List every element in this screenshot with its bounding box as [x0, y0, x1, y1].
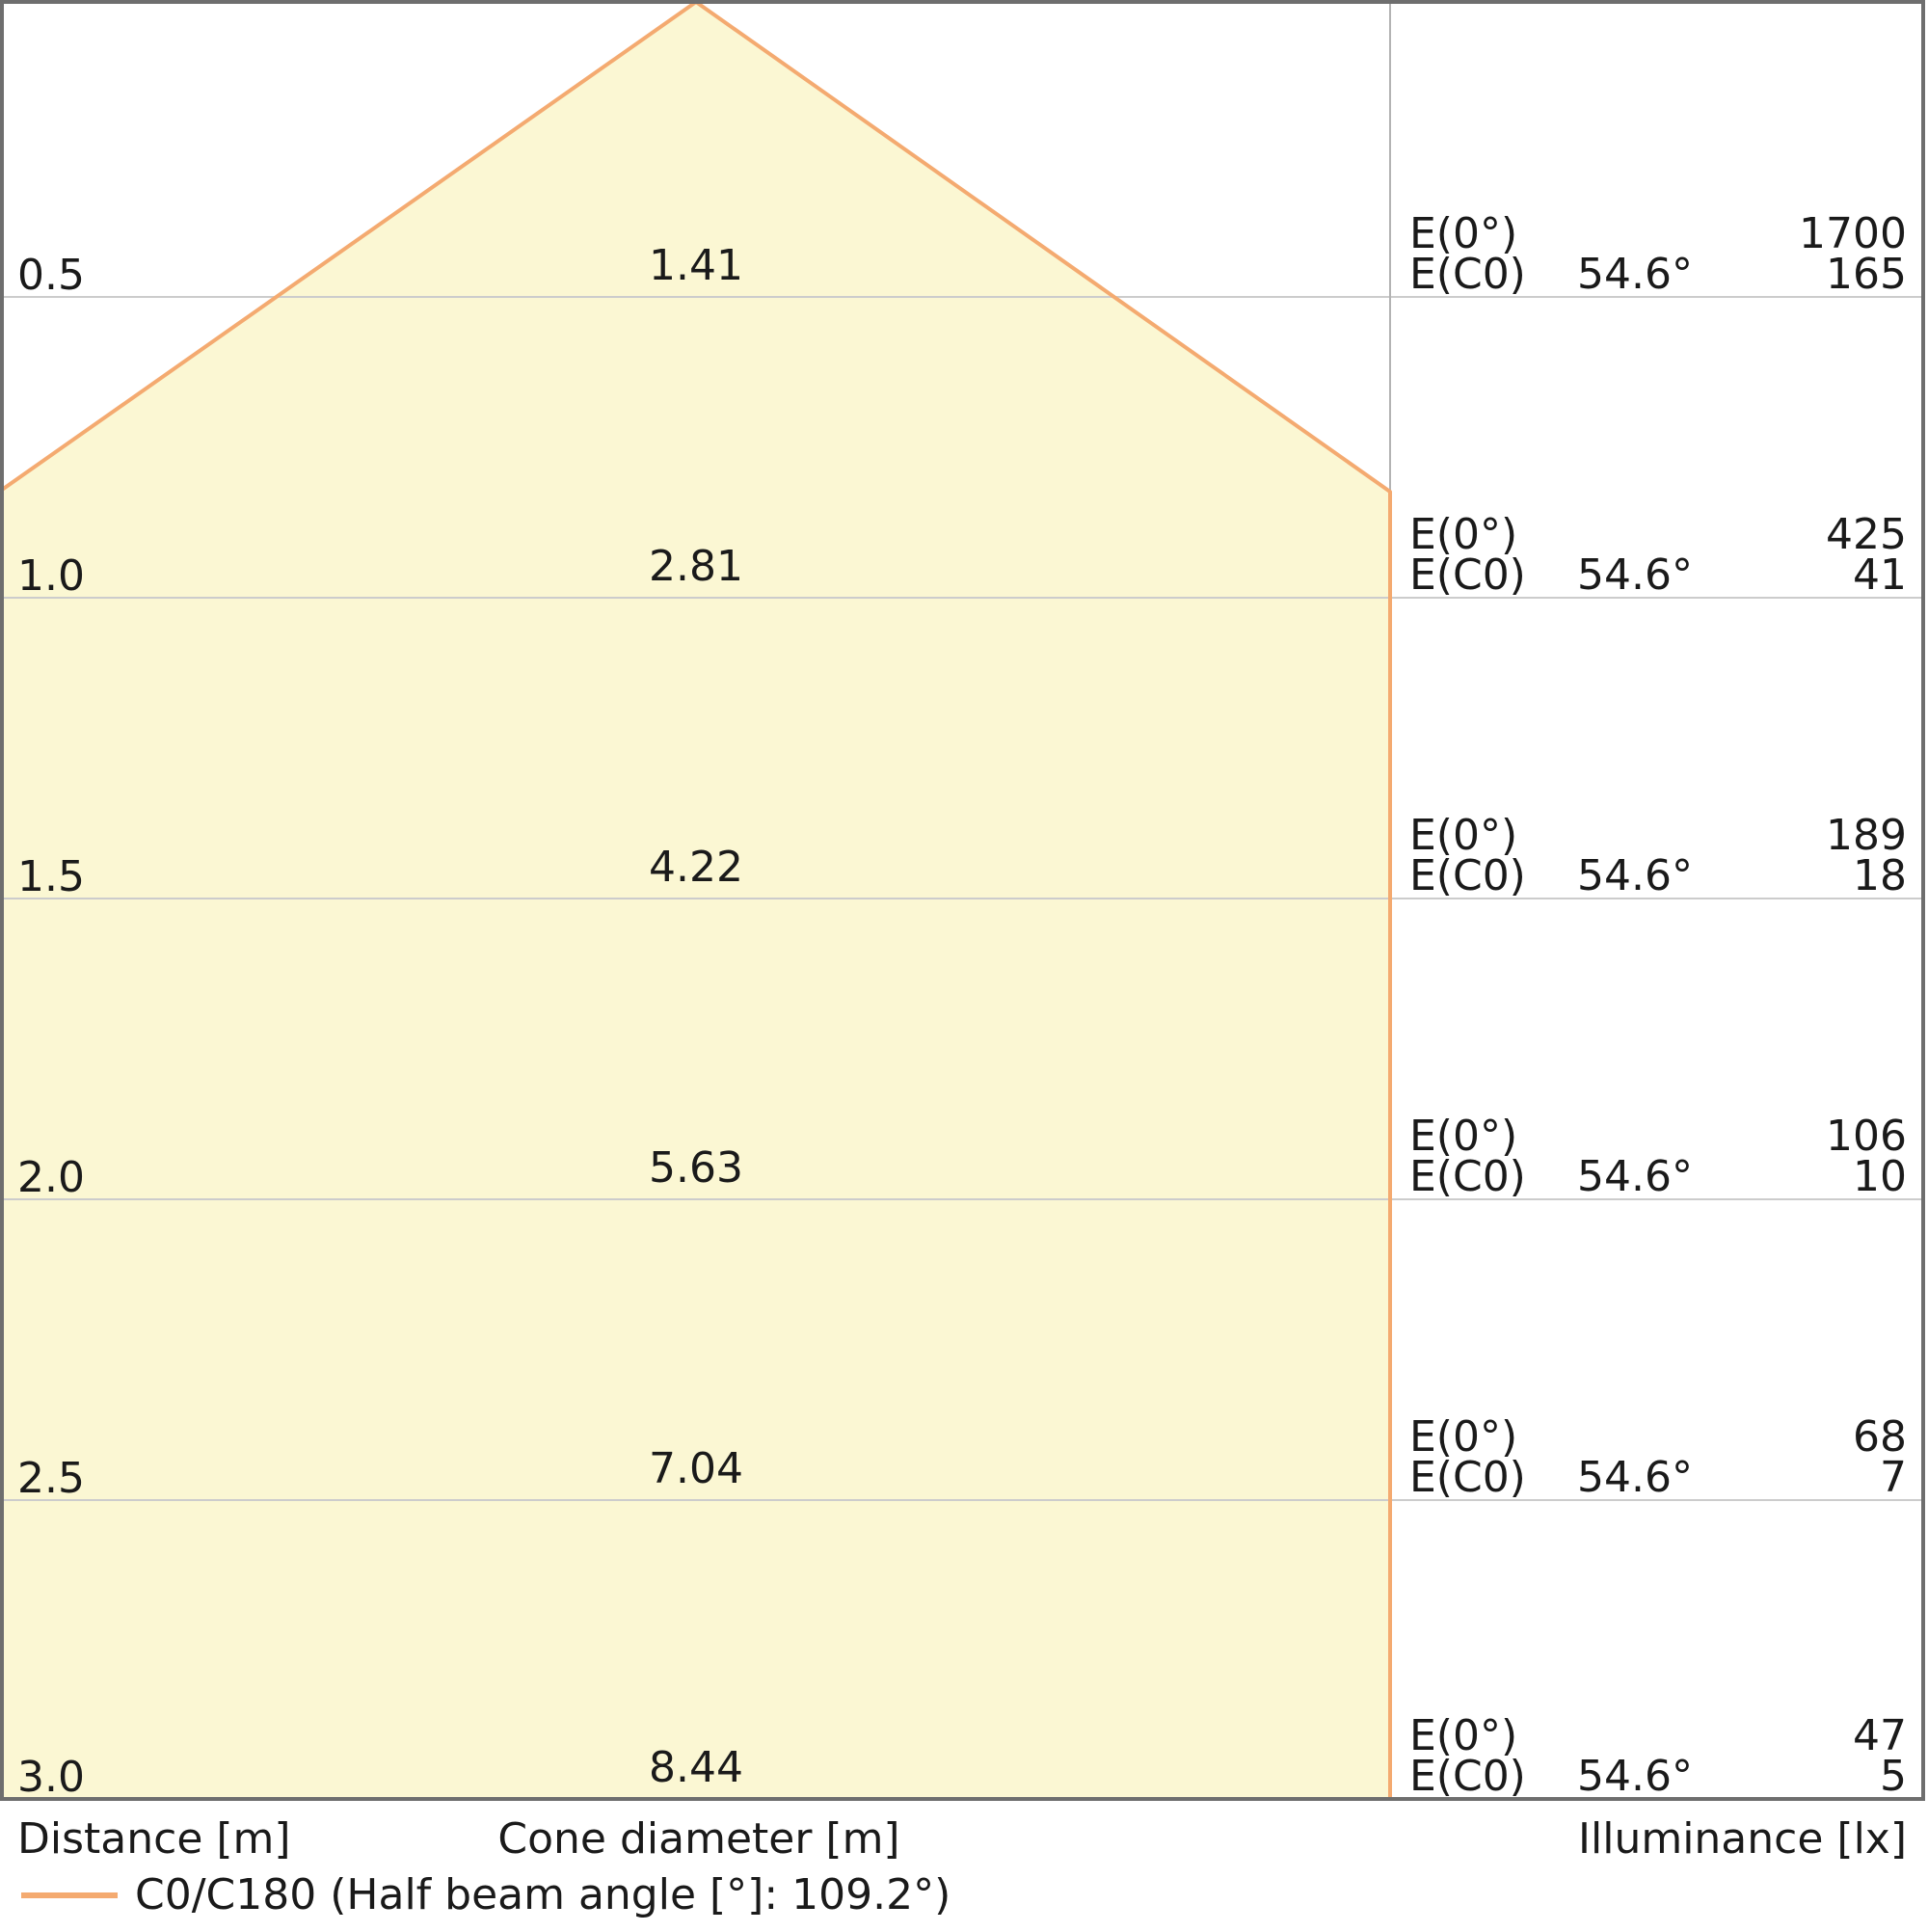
ec0-label: E(C0) — [1409, 1152, 1526, 1201]
legend-label: C0/C180 (Half beam angle [°]: 109.2°) — [135, 1870, 951, 1919]
cone-diameter-label: 1.41 — [649, 241, 743, 290]
e0-label: E(0°) — [1409, 1412, 1517, 1462]
cone-diameter-label: 5.63 — [649, 1143, 743, 1193]
beam-angle-value: 54.6° — [1577, 550, 1693, 600]
beam-angle-value: 54.6° — [1577, 851, 1693, 900]
e0-illuminance: 189 — [1826, 811, 1907, 860]
ec0-label: E(C0) — [1409, 1752, 1526, 1801]
ec0-label: E(C0) — [1409, 250, 1526, 299]
illuminance-axis-label: Illuminance [lx] — [1578, 1814, 1907, 1864]
light-cone-fill — [2, 2, 1390, 1799]
cone-diameter-label: 4.22 — [649, 843, 743, 892]
e0-illuminance: 106 — [1826, 1112, 1907, 1161]
ec0-label: E(C0) — [1409, 1453, 1526, 1502]
e0-illuminance: 1700 — [1799, 209, 1907, 258]
e0-label: E(0°) — [1409, 510, 1517, 559]
e0-label: E(0°) — [1409, 1112, 1517, 1161]
distance-label: 1.0 — [17, 551, 85, 601]
e0-label: E(0°) — [1409, 811, 1517, 860]
e0-illuminance: 68 — [1853, 1412, 1907, 1462]
ec0-illuminance: 165 — [1826, 250, 1907, 299]
distance-label: 1.5 — [17, 852, 85, 901]
beam-angle-value: 54.6° — [1577, 1152, 1693, 1201]
cone-diameter-label: 2.81 — [649, 542, 743, 591]
beam-angle-value: 54.6° — [1577, 1752, 1693, 1801]
distance-label: 0.5 — [17, 251, 85, 300]
distance-label: 2.5 — [17, 1454, 85, 1503]
cone-diameter-axis-label: Cone diameter [m] — [497, 1814, 899, 1864]
ec0-illuminance: 18 — [1853, 851, 1907, 900]
distance-label: 2.0 — [17, 1153, 85, 1202]
beam-edge-line — [0, 0, 1392, 1799]
chart-frame — [0, 0, 1925, 1801]
ec0-illuminance: 7 — [1880, 1453, 1907, 1502]
ec0-label: E(C0) — [1409, 851, 1526, 900]
e0-label: E(0°) — [1409, 209, 1517, 258]
ec0-illuminance: 10 — [1853, 1152, 1907, 1201]
e0-label: E(0°) — [1409, 1711, 1517, 1760]
ec0-illuminance: 41 — [1853, 550, 1907, 600]
beam-angle-value: 54.6° — [1577, 250, 1693, 299]
cone-diameter-label: 8.44 — [649, 1743, 743, 1792]
e0-illuminance: 425 — [1826, 510, 1907, 559]
distance-label: 3.0 — [17, 1753, 85, 1802]
distance-axis-label: Distance [m] — [17, 1814, 291, 1864]
e0-illuminance: 47 — [1853, 1711, 1907, 1760]
cone-diameter-label: 7.04 — [649, 1444, 743, 1493]
beam-angle-value: 54.6° — [1577, 1453, 1693, 1502]
ec0-label: E(C0) — [1409, 550, 1526, 600]
ec0-illuminance: 5 — [1880, 1752, 1907, 1801]
